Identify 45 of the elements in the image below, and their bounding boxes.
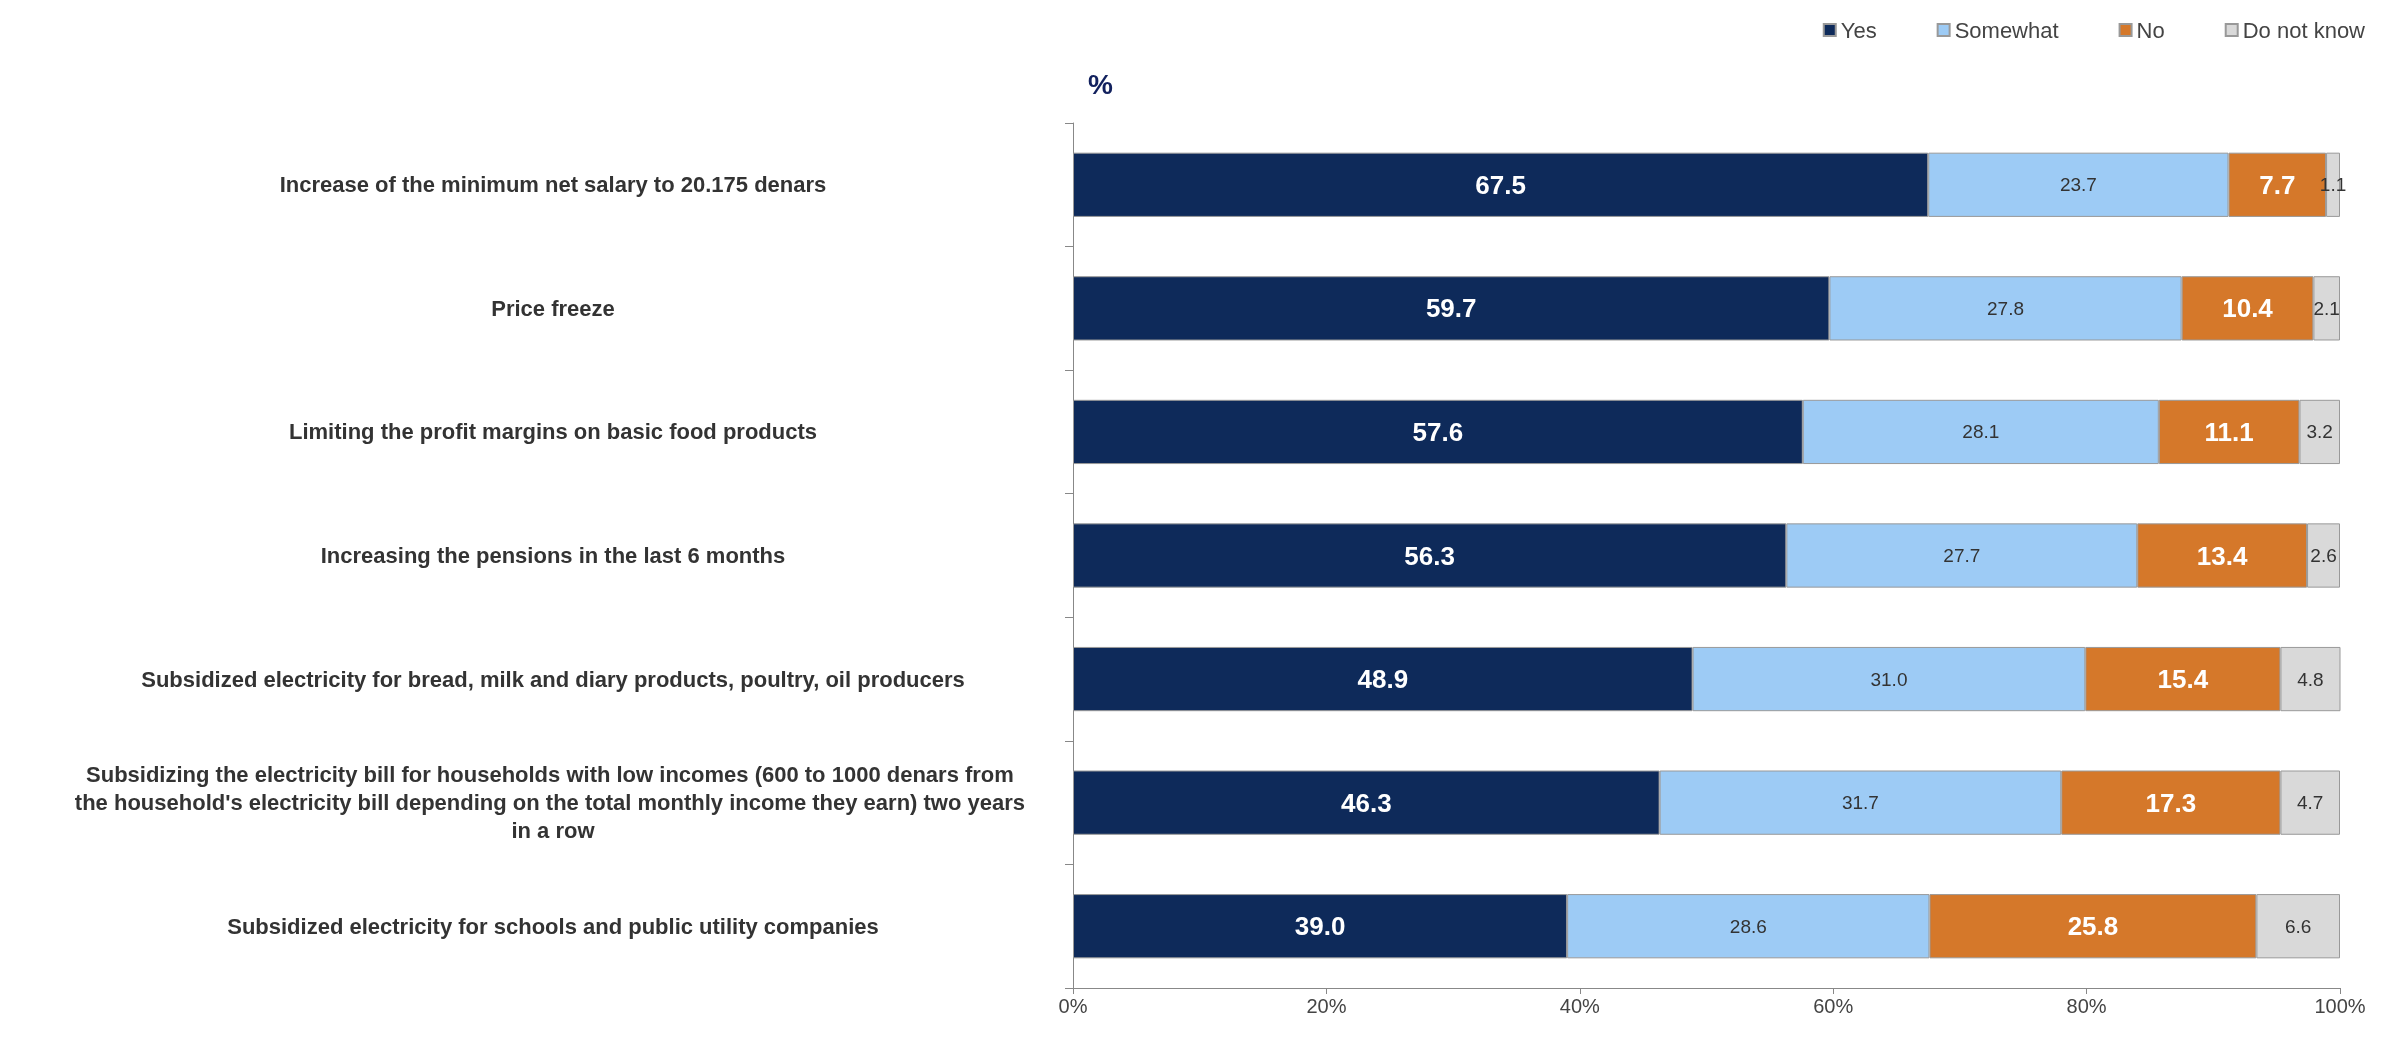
y-tick-label: Increasing the pensions in the last 6 months [320, 543, 786, 568]
data-label: 3.2 [2306, 421, 2333, 443]
data-label: 28.6 [1729, 915, 1767, 937]
data-label: 39.0 [1294, 911, 1346, 942]
data-label: 31.0 [1870, 668, 1908, 690]
legend-label: Somewhat [1954, 17, 2059, 43]
data-label: 4.8 [2297, 668, 2324, 690]
x-tick-label: 40% [1559, 995, 1601, 1017]
data-label: 67.5 [1475, 169, 1526, 200]
legend-label: Do not know [2242, 17, 2366, 43]
y-tick-label: Increase of the minimum net salary to 20.175 denars [279, 172, 827, 198]
x-tick-label: 100% [2314, 995, 2366, 1017]
x-tick-label: 0% [1058, 995, 1088, 1017]
x-tick-label: 60% [1813, 995, 1854, 1017]
data-label: 57.6 [1412, 416, 1464, 447]
data-label: 31.7 [1841, 792, 1879, 814]
data-label: 7.7 [2259, 169, 2296, 200]
data-label: 2.1 [2313, 297, 2340, 319]
text: % [1088, 68, 1113, 100]
legend-label: No [2136, 17, 2165, 43]
data-label: 10.4 [2222, 293, 2274, 324]
data-label: 15.4 [2157, 664, 2209, 695]
y-tick-label: Subsidized electricity for bread, milk and diary products, poultry, oil producers [141, 666, 965, 692]
x-tick-label: 20% [1306, 995, 1347, 1017]
data-label: 23.7 [2059, 174, 2097, 196]
data-label: 2.6 [2310, 545, 2337, 566]
y-tick-label: Price freeze [491, 295, 615, 321]
y-tick-label: Subsidizing the electricity bill for households with low incomes (600 to 1000 denars from the household's electricity bill depending on the total monthly income they earn) two years in a row [74, 762, 1032, 844]
x-tick-label: 80% [2066, 995, 2107, 1017]
data-label: 13.4 [2196, 540, 2249, 571]
data-label: 56.3 [1404, 540, 1455, 571]
data-label: 59.7 [1425, 293, 1477, 324]
data-label: 46.3 [1341, 787, 1392, 818]
data-label: 25.8 [2067, 911, 2119, 942]
data-label: 11.1 [2204, 416, 2254, 447]
data-label: 27.8 [1987, 297, 2024, 319]
data-label: 27.7 [1943, 545, 1981, 566]
data-label: 4.7 [2297, 792, 2324, 814]
data-label: 17.3 [2145, 787, 2197, 818]
data-label: 6.6 [2284, 915, 2312, 937]
y-tick-label: Subsidized electricity for schools and public utility companies [227, 913, 879, 939]
data-label: 48.9 [1357, 664, 1409, 695]
y-tick-label: Limiting the profit margins on basic food products [289, 419, 817, 445]
legend-label: Yes [1840, 17, 1877, 43]
data-label: 28.1 [1962, 421, 2000, 443]
